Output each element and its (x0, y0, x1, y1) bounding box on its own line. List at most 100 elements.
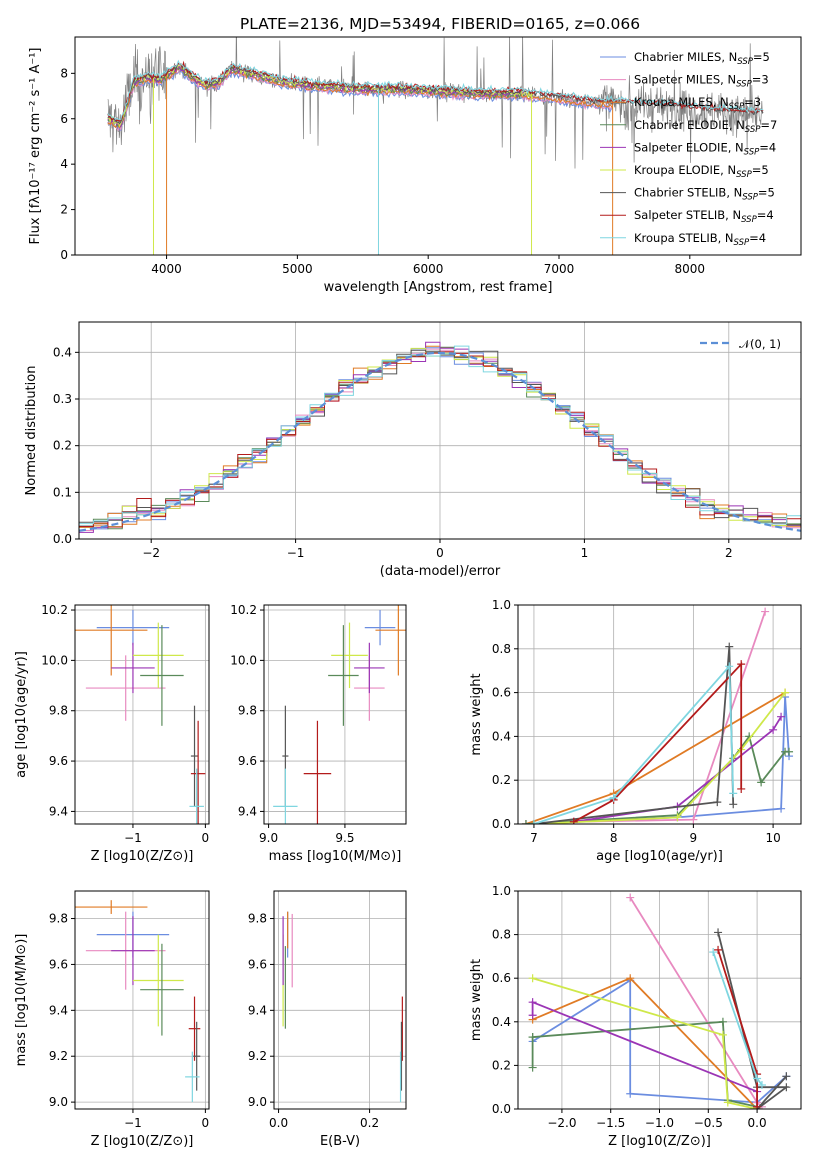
errorbar-kroupa-miles (375, 605, 406, 676)
y-tick-label: 10.2 (230, 603, 257, 617)
y-tick-label: 9.8 (238, 704, 257, 718)
errorbar-chabrier-miles (96, 610, 170, 646)
x-axis-label: Z [log10(Z/Z⊙)] (91, 849, 194, 864)
errorbar-chabrier-miles (364, 610, 396, 646)
y-axis-label: mass weight (469, 673, 484, 755)
axes-frame (273, 890, 407, 1110)
errorbar-kroupa-elodie (331, 622, 368, 689)
x-axis-label: mass [log10(M/M⊙)] (269, 849, 402, 864)
plot-area (273, 605, 406, 824)
legend-label: Salpeter STELIB, NSSP=4 (634, 208, 774, 225)
plot-area (107, 37, 764, 255)
series-line-kroupa-stelib (533, 663, 735, 824)
legend-label: Chabrier MILES, NSSP=5 (634, 50, 770, 67)
x-tick-label: 4000 (151, 262, 182, 276)
model-line-salpeter-miles (107, 68, 614, 132)
series-marker (528, 974, 537, 983)
massweight-vs-age-panel: 7 8 9 10 0.0 0.2 0.4 0.6 0.8 1.0 age [log10(age/yr… (469, 598, 802, 864)
axes-frame (74, 890, 210, 1110)
y-tick-label: 9.2 (49, 1049, 68, 1063)
errorbar-chabrier-stelib (193, 1021, 201, 1091)
errorbar-kroupa-stelib (273, 768, 298, 824)
legend-label: Kroupa STELIB, NSSP=4 (634, 231, 766, 248)
errorbar-salpeter-elodie (111, 916, 155, 986)
y-tick-label: 0.0 (492, 817, 511, 831)
x-tick-label: 5000 (282, 262, 313, 276)
series-line-kroupa-elodie (532, 977, 758, 1109)
series-marker (777, 712, 786, 721)
mass-vs-ebv-panel: 0.0 0.2 9.0 9.2 9.4 9.6 9.8 E(B-V) (248, 890, 407, 1149)
y-tick-label: 6 (60, 112, 68, 126)
x-tick-label: 1 (581, 546, 589, 560)
y-tick-label: 10.0 (230, 653, 257, 667)
series-marker (713, 798, 722, 807)
y-tick-label: 0.6 (492, 686, 511, 700)
x-tick-label: 9.0 (259, 831, 278, 845)
mass-vs-z-panel: −1 0 9.0 9.2 9.4 9.6 9.8 Z [log10(Z/Z⊙)] mass [l… (14, 890, 210, 1149)
series-marker (781, 688, 790, 697)
x-tick-label: −1 (124, 1116, 142, 1130)
x-axis-label: wavelength [Angstrom, rest frame] (324, 280, 553, 295)
series-marker (626, 1089, 635, 1098)
y-axis-label: Normed distribution (24, 366, 39, 496)
errorbar-chabrier-elodie (140, 625, 184, 726)
x-tick-label: 8000 (675, 262, 706, 276)
age-vs-z-panel: −1 0 9.4 9.6 9.8 10.0 10.2 Z [log10(Z/Z⊙)] age [… (14, 603, 210, 864)
errorbar-kroupa-miles (75, 900, 148, 914)
legend-label: Chabrier ELODIE, NSSP=7 (634, 118, 777, 135)
series-marker (757, 778, 766, 787)
x-tick-label: −1.5 (596, 1116, 625, 1130)
series-line-salpeter-miles (629, 897, 763, 1108)
x-tick-label: 8 (610, 831, 618, 845)
series-marker (777, 804, 786, 813)
axes-frame (263, 604, 407, 825)
series-marker (757, 1081, 766, 1090)
y-tick-label: 9.6 (49, 754, 68, 768)
y-tick-label: 9.2 (248, 1049, 267, 1063)
y-axis-label: Flux [fλ10⁻¹⁷ erg cm⁻² s⁻¹ A⁻¹] (28, 48, 43, 245)
series-marker (521, 820, 530, 824)
x-tick-label: −0.5 (694, 1116, 723, 1130)
series-marker (609, 793, 618, 802)
y-tick-label: 8 (60, 66, 68, 80)
y-tick-label: 0.6 (492, 971, 511, 985)
y-tick-label: 9.8 (248, 912, 267, 926)
series-marker (729, 789, 738, 798)
y-tick-label: 9.0 (49, 1095, 68, 1109)
series-marker (737, 784, 746, 793)
series-marker (782, 1072, 791, 1081)
series-marker (718, 1030, 727, 1039)
y-axis-label: mass weight (469, 959, 484, 1041)
series-line-chabrier-stelib (533, 646, 735, 824)
series-marker (673, 813, 682, 822)
y-axis-label: mass [log10(M/M⊙)] (14, 934, 29, 1067)
x-axis-label: Z [log10(Z/Z⊙)] (608, 1134, 711, 1149)
errorbar-salpeter-elodie (354, 642, 385, 694)
axes-frame (74, 604, 210, 825)
spectrum-panel: 4000 5000 6000 7000 8000 0 2 4 6 8 wavelength [Ang… (28, 36, 802, 295)
x-tick-label: 9 (690, 831, 698, 845)
y-tick-label: 9.6 (248, 957, 267, 971)
massweight-vs-z-panel: −2.0 −1.5 −1.0 −0.5 0.0 0.0 0.2 0.4 0.6 0.8 1.0 Z [… (469, 884, 802, 1149)
y-tick-label: 0.1 (53, 485, 72, 499)
y-tick-label: 1.0 (492, 598, 511, 612)
series-marker (626, 974, 635, 983)
plot-area (75, 900, 201, 1103)
errorbar-kroupa-elodie (132, 622, 184, 689)
axes-frame (74, 36, 802, 256)
y-tick-label: 9.0 (248, 1095, 267, 1109)
errorbar-salpeter-miles (85, 655, 166, 721)
series-marker (626, 893, 635, 902)
x-tick-label: 9.5 (335, 831, 354, 845)
errorbar-kroupa-stelib (189, 768, 204, 824)
y-tick-label: 0.4 (53, 345, 72, 359)
series-marker (785, 747, 794, 756)
series-marker (528, 1011, 537, 1020)
x-tick-label: 7 (530, 831, 538, 845)
y-tick-label: 0 (60, 248, 68, 262)
series-marker (753, 1102, 762, 1109)
series-marker (782, 1083, 791, 1092)
series-marker (753, 1074, 762, 1083)
plot-area (75, 605, 206, 824)
